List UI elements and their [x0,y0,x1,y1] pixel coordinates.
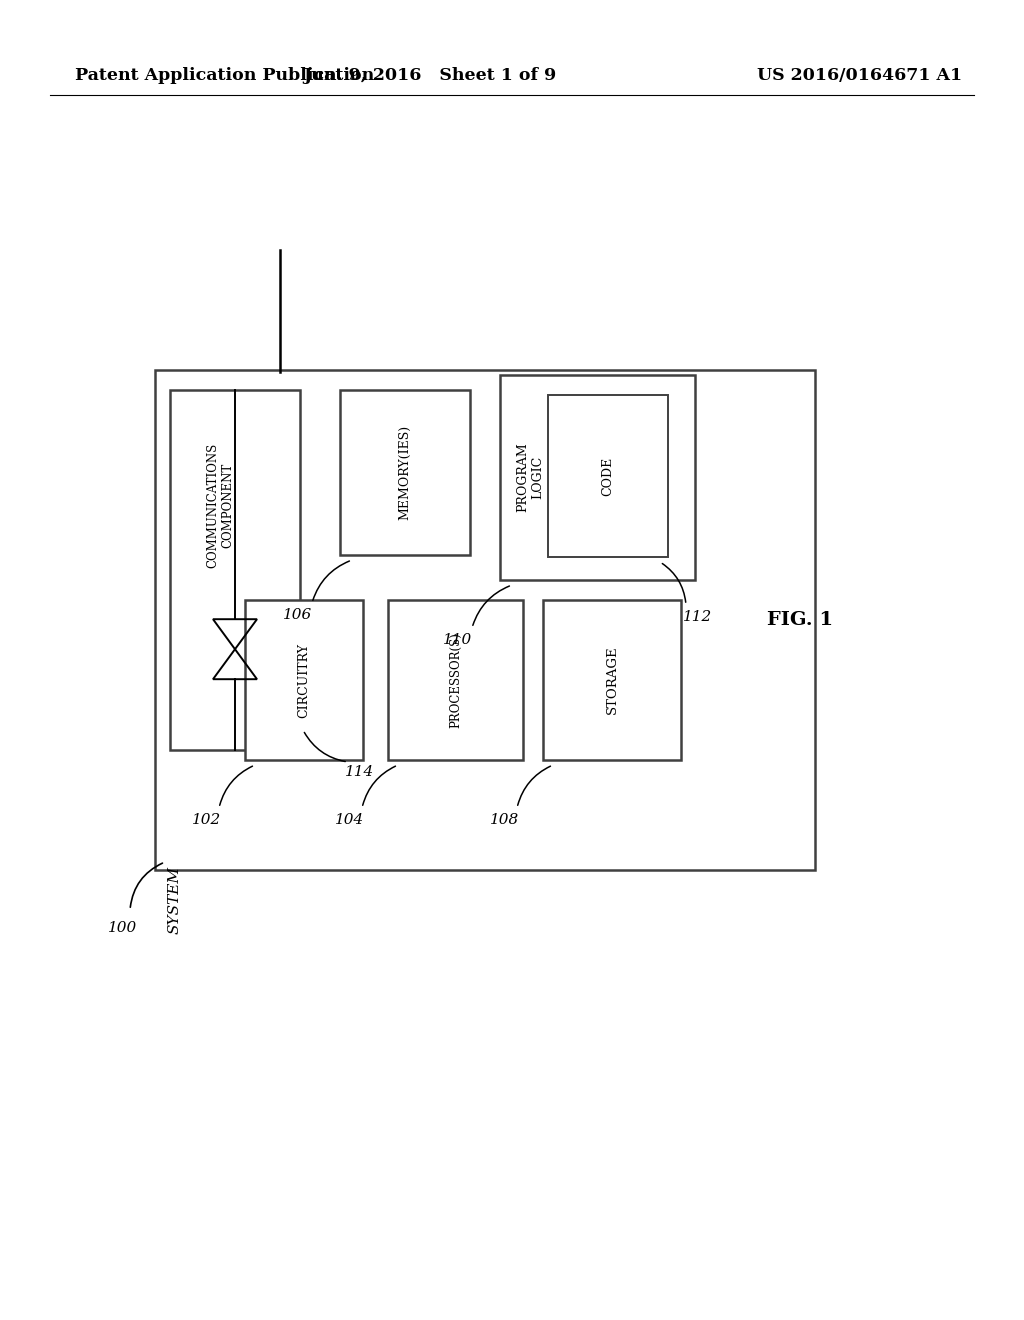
Bar [245,601,362,760]
Text: 102: 102 [193,813,221,828]
Bar [155,370,815,870]
Text: COMMUNICATIONS
COMPONENT: COMMUNICATIONS COMPONENT [206,442,234,568]
Bar [340,389,470,554]
Text: US 2016/0164671 A1: US 2016/0164671 A1 [758,66,963,83]
Text: 106: 106 [284,609,312,622]
Text: CODE: CODE [601,457,614,495]
Text: FIG. 1: FIG. 1 [767,611,834,630]
Text: 104: 104 [336,813,365,828]
Bar [548,395,668,557]
Bar [170,389,300,750]
Text: PROGRAM
LOGIC: PROGRAM LOGIC [516,442,544,512]
Text: 112: 112 [683,610,713,624]
Text: 108: 108 [490,813,519,828]
Text: Patent Application Publication: Patent Application Publication [75,66,374,83]
Text: SYSTEM: SYSTEM [168,866,182,935]
Text: Jun. 9, 2016   Sheet 1 of 9: Jun. 9, 2016 Sheet 1 of 9 [303,66,557,83]
Text: 110: 110 [443,634,473,647]
Text: MEMORY(IES): MEMORY(IES) [398,425,412,520]
Text: PROCESSOR(S): PROCESSOR(S) [449,632,462,727]
Text: 114: 114 [345,766,375,779]
Bar [388,601,523,760]
Text: 100: 100 [109,921,137,935]
Bar [543,601,681,760]
Text: STORAGE: STORAGE [605,645,618,714]
Text: CIRCUITRY: CIRCUITRY [298,643,310,718]
Bar [500,375,695,579]
